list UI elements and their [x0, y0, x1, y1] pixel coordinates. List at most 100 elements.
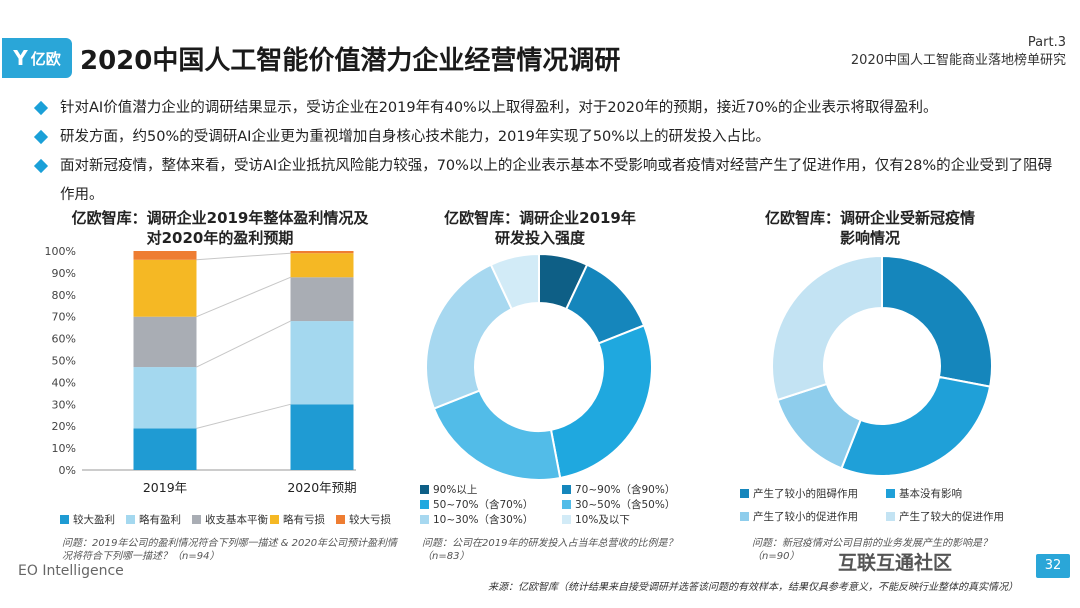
bullet-item: 针对AI价值潜力企业的调研结果显示，受访企业在2019年有40%以上取得盈利，对… [33, 94, 1064, 123]
legend-label: 略有亏损 [283, 514, 325, 526]
legend-item: 30~50%（含50%） [562, 497, 675, 512]
legend-swatch [420, 500, 429, 509]
diamond-bullet-icon [33, 129, 49, 145]
legend-item: 50~70%（含70%） [420, 497, 533, 512]
donut2-question: 问题：新冠疫情对公司目前的业务发展产生的影响是？ （n=90） [752, 537, 1012, 563]
legend-label: 产生了较小的阻碍作用 [753, 488, 858, 500]
stacked-bar-chart: 0% 10% 20% 30% 40% 50% 60% 70% 80% 90% 100% 2019年 20… [45, 245, 357, 495]
legend-item: 产生了较小的阻碍作用 [740, 486, 858, 501]
bar-segment [290, 253, 354, 278]
legend-label: 50~70%（含70%） [433, 499, 534, 511]
connector-line [196, 403, 291, 429]
legend-item: 略有亏损 [270, 512, 325, 527]
bullet-text: 针对AI价值潜力企业的调研结果显示，受访企业在2019年有40%以上取得盈利，对… [60, 100, 938, 116]
y-tick-label: 20% [52, 420, 76, 433]
donut2-legend: 产生了较小的阻碍作用 基本没有影响 产生了较小的促进作用 产生了较大的促进作用 [740, 486, 1060, 523]
legend-swatch [740, 512, 749, 521]
diamond-bullet-icon [33, 158, 49, 174]
donut-slice [881, 254, 993, 388]
donut-slice [840, 375, 992, 477]
legend-label: 产生了较大的促进作用 [899, 511, 1004, 523]
donut-slice [549, 324, 653, 480]
y-tick-label: 50% [52, 355, 76, 368]
connector-line [196, 320, 291, 368]
donut2-question-line1: 问题：新冠疫情对公司目前的业务发展产生的影响是？ [752, 538, 992, 549]
bar-segment [290, 321, 354, 405]
legend-label: 90%以上 [433, 484, 478, 496]
watermark-text: 互联互通社区 [838, 552, 953, 574]
donut1-title-line1: 亿欧智库：调研企业2019年 [444, 209, 636, 227]
legend-label: 10~30%（含30%） [433, 514, 534, 526]
x-category-label: 2020年预期 [287, 480, 356, 495]
y-tick-label: 0% [59, 464, 76, 477]
brand-footer: EO Intelligence [18, 563, 124, 579]
legend-swatch [270, 515, 279, 524]
bar-segment [133, 251, 197, 260]
y-tick-label: 90% [52, 267, 76, 280]
logo: Y 亿欧 [2, 38, 72, 78]
legend-swatch [126, 515, 135, 524]
donut1-question: 问题：公司在2019年的研发投入占当年总营收的比例是？ （n=83） [422, 537, 702, 563]
bar-segment [290, 404, 354, 470]
legend-label: 10%及以下 [575, 514, 630, 526]
legend-swatch [562, 515, 571, 524]
donut2-question-line2: （n=90） [752, 551, 800, 562]
part-label: Part.3 2020中国人工智能商业落地榜单研究 [851, 34, 1066, 70]
connector-line [196, 252, 291, 261]
bar-segment [133, 316, 197, 368]
donut1-title-line2: 研发投入强度 [494, 229, 585, 247]
legend-swatch [336, 515, 345, 524]
diamond-bullet-icon [33, 100, 49, 116]
page-title: 2020中国人工智能价值潜力企业经营情况调研 [80, 46, 621, 76]
bar-segment [290, 277, 354, 322]
report-subtitle: 2020中国人工智能商业落地榜单研究 [850, 53, 1066, 68]
legend-label: 略有盈利 [139, 514, 181, 526]
donut1-title: 亿欧智库：调研企业2019年 研发投入强度 [420, 208, 660, 248]
bullet-item: 面对新冠疫情，整体来看，受访AI企业抵抗风险能力较强，70%以上的企业表示基本不… [33, 152, 1064, 210]
legend-item: 90%以上 [420, 482, 477, 497]
y-tick-label: 10% [52, 442, 76, 455]
legend-item: 略有盈利 [126, 512, 181, 527]
legend-label: 收支基本平衡 [205, 514, 268, 526]
bar-segment [290, 251, 354, 254]
source-note: 来源：亿欧智库（统计结果来自接受调研并选答该问题的有效样本，结果仅具参考意义，不… [488, 582, 1018, 593]
donut-slice [425, 263, 514, 410]
legend-label: 30~50%（含50%） [575, 499, 676, 511]
legend-label: 基本没有影响 [899, 488, 962, 500]
y-tick-label: 70% [52, 311, 76, 324]
page-number: 32 [1036, 554, 1070, 578]
legend-swatch [192, 515, 201, 524]
x-category-label: 2019年 [143, 480, 187, 495]
y-tick-label: 30% [52, 398, 76, 411]
legend-item: 较大亏损 [336, 512, 391, 527]
donut2-title-line1: 亿欧智库：调研企业受新冠疫情 [764, 209, 975, 227]
legend-item: 10%及以下 [562, 512, 630, 527]
legend-swatch [60, 515, 69, 524]
bar-chart-question: 问题：2019年公司的盈利情况符合下列哪一描述 & 2020年公司预计盈利情况将… [62, 538, 398, 562]
legend-label: 70~90%（含90%） [575, 484, 676, 496]
legend-item: 产生了较大的促进作用 [886, 509, 1004, 524]
donut2-title: 亿欧智库：调研企业受新冠疫情 影响情况 [750, 208, 990, 248]
y-tick-label: 100% [45, 245, 76, 258]
y-tick-label: 40% [52, 376, 76, 389]
donut1-legend: 90%以上 70~90%（含90%） 50~70%（含70%） 30~50%（含… [420, 482, 680, 528]
donut-slice [489, 252, 540, 311]
bar-segment [133, 428, 197, 470]
legend-item: 10~30%（含30%） [420, 512, 533, 527]
legend-item: 基本没有影响 [886, 486, 962, 501]
legend-item: 产生了较小的促进作用 [740, 509, 858, 524]
bullet-item: 研发方面，约50%的受调研AI企业更为重视增加自身核心技术能力，2019年实现了… [33, 123, 1064, 152]
legend-swatch [562, 485, 571, 494]
bar-chart-title: 亿欧智库：调研企业2019年整体盈利情况及 对2020年的盈利预期 [70, 208, 370, 248]
legend-swatch [740, 489, 749, 498]
bullet-text: 研发方面，约50%的受调研AI企业更为重视增加自身核心技术能力，2019年实现了… [60, 129, 771, 145]
bar-chart-title-line1: 亿欧智库：调研企业2019年整体盈利情况及 [71, 209, 369, 227]
donut1-question-line1: 问题：公司在2019年的研发投入占当年总营收的比例是？ [422, 538, 678, 549]
bullet-list: 针对AI价值潜力企业的调研结果显示，受访企业在2019年有40%以上取得盈利，对… [33, 94, 1064, 210]
connector-line [196, 276, 291, 318]
bar-legend: 较大盈利 略有盈利 收支基本平衡 略有亏损 较大亏损 [60, 512, 420, 528]
legend-item: 70~90%（含90%） [562, 482, 675, 497]
legend-item: 收支基本平衡 [192, 512, 268, 527]
donut-slice [432, 389, 562, 481]
legend-label: 较大盈利 [73, 514, 115, 526]
